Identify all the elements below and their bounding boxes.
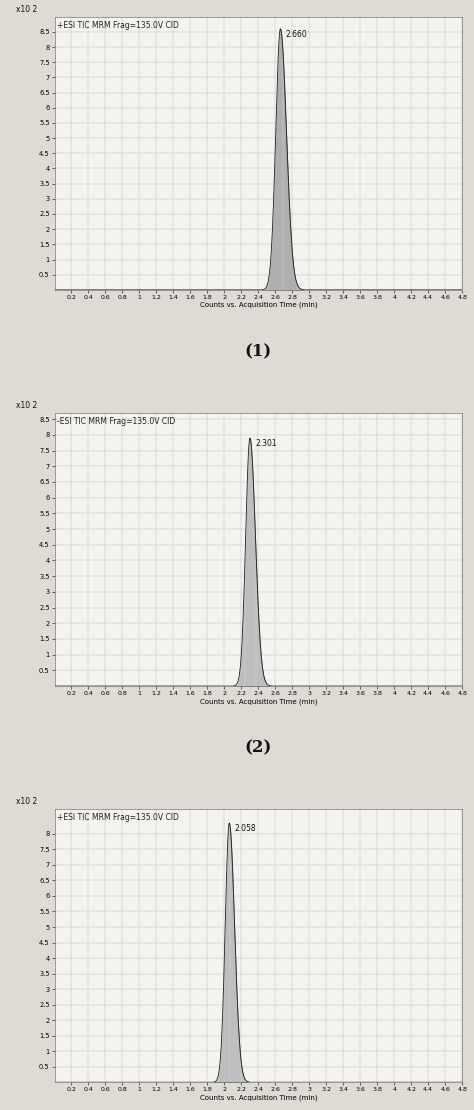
Text: -ESI TIC MRM Frag=135.0V CID: -ESI TIC MRM Frag=135.0V CID <box>56 417 175 426</box>
Text: 2.301: 2.301 <box>255 440 277 448</box>
Text: (1): (1) <box>245 343 272 360</box>
Text: x10 2: x10 2 <box>16 401 37 410</box>
Text: +ESI TIC MRM Frag=135.0V CID: +ESI TIC MRM Frag=135.0V CID <box>56 21 178 30</box>
Text: (2): (2) <box>245 739 272 756</box>
Text: +ESI TIC MRM Frag=135.0V CID: +ESI TIC MRM Frag=135.0V CID <box>56 814 178 823</box>
Text: 2.660: 2.660 <box>285 30 307 39</box>
X-axis label: Counts vs. Acquisition Time (min): Counts vs. Acquisition Time (min) <box>200 698 317 705</box>
Text: 2.058: 2.058 <box>234 825 256 834</box>
Text: x10 2: x10 2 <box>16 4 37 14</box>
X-axis label: Counts vs. Acquisition Time (min): Counts vs. Acquisition Time (min) <box>200 302 317 309</box>
X-axis label: Counts vs. Acquisition Time (min): Counts vs. Acquisition Time (min) <box>200 1094 317 1101</box>
Text: x10 2: x10 2 <box>16 797 37 806</box>
